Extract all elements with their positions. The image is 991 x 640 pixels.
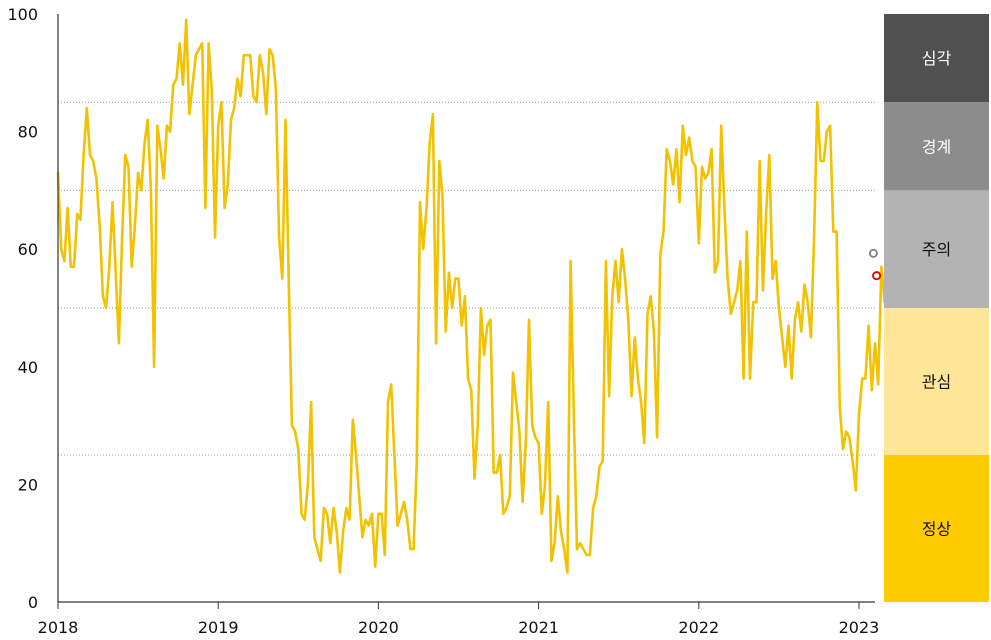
threshold-grid (58, 101, 875, 456)
status-band (884, 308, 989, 455)
status-band (884, 14, 989, 103)
x-tick-label: 2023 (839, 618, 880, 637)
status-band-label: 정상 (922, 520, 952, 539)
x-tick-marks (57, 602, 860, 609)
status-band-label: 주의 (922, 240, 951, 259)
x-tick-label: 2021 (518, 618, 559, 637)
data-point-marker (868, 248, 878, 258)
y-tick-label: 60 (18, 240, 38, 259)
plot-markers (868, 248, 882, 281)
y-tick-label: 100 (7, 5, 38, 24)
status-band-label: 경계 (922, 137, 951, 156)
x-tick-labels: 2018 2019 2020 2021 2022 2023 (38, 618, 880, 637)
status-band (884, 102, 989, 191)
y-tick-label: 20 (18, 475, 38, 494)
plot-series (56, 18, 902, 574)
status-band (884, 190, 989, 308)
axes (57, 14, 875, 603)
y-tick-label: 40 (18, 358, 38, 377)
status-band-label: 관심 (922, 373, 951, 392)
x-tick-label: 2018 (38, 618, 79, 637)
y-tick-label: 0 (28, 593, 38, 612)
x-tick-label: 2022 (678, 618, 719, 637)
x-tick-label: 2019 (198, 618, 239, 637)
y-tick-labels: 0 20 40 60 80 100 (7, 5, 38, 612)
x-tick-label: 2020 (358, 618, 399, 637)
status-band-label: 심각 (922, 49, 952, 68)
data-point-marker (872, 271, 882, 281)
y-tick-label: 80 (18, 123, 38, 142)
status-bands: 정상 관심 주의 경계 심각 (884, 14, 989, 602)
series-line (56, 18, 902, 574)
status-band (884, 455, 989, 602)
